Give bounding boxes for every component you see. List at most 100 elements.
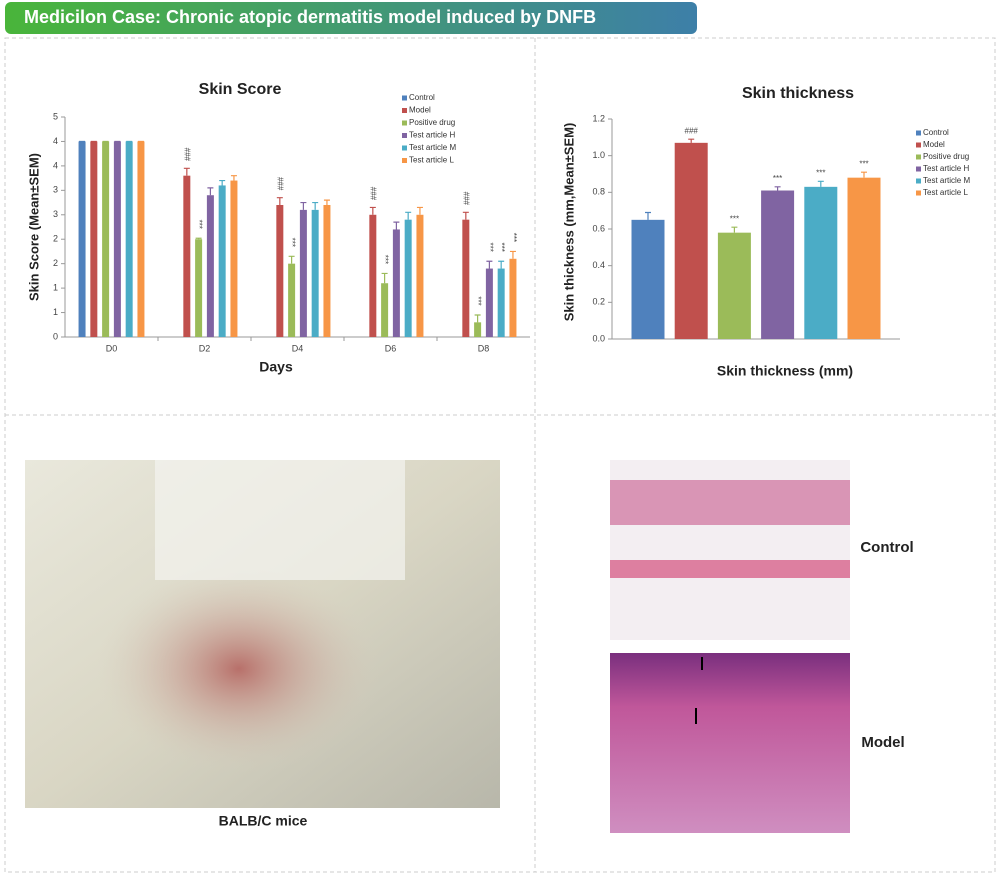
error-bar xyxy=(817,180,824,187)
y-tick-label: 5 xyxy=(53,111,58,121)
bar xyxy=(474,322,482,337)
error-bar xyxy=(416,206,423,215)
significance: *** xyxy=(773,174,782,183)
x-tick-label: D4 xyxy=(292,343,304,353)
legend-swatch xyxy=(916,178,921,184)
error-bar xyxy=(393,221,400,230)
legend-label: Control xyxy=(923,128,949,137)
significance: ### xyxy=(685,126,699,135)
bar xyxy=(78,141,86,337)
y-tick-label: 1.2 xyxy=(592,113,605,123)
y-tick-label: 3 xyxy=(53,185,58,195)
chart-title: Skin thickness xyxy=(742,85,854,102)
x-axis-label: Skin thickness (mm) xyxy=(717,363,853,379)
error-bar xyxy=(774,186,781,191)
significance: *** xyxy=(474,296,483,305)
bar xyxy=(761,190,795,339)
bar xyxy=(288,263,296,337)
error-bar xyxy=(731,226,738,233)
legend-swatch xyxy=(402,95,407,101)
error-bar xyxy=(207,187,214,196)
bar xyxy=(381,283,389,337)
control-label: Control xyxy=(860,539,913,556)
legend-label: Control xyxy=(409,93,435,102)
significance: *** xyxy=(195,220,204,229)
arrows xyxy=(695,657,703,724)
photo-caption: BALB/C mice xyxy=(219,813,308,829)
bar xyxy=(137,141,145,337)
y-tick-label: 0.2 xyxy=(592,297,605,307)
x-tick-label: D6 xyxy=(385,343,397,353)
bar xyxy=(323,205,331,337)
bar xyxy=(509,258,517,337)
y-tick-label: 3 xyxy=(53,209,58,219)
chart-title: Skin Score xyxy=(199,81,282,98)
bar xyxy=(183,175,191,337)
bar xyxy=(206,195,214,337)
error-bar xyxy=(183,167,190,176)
legend-swatch xyxy=(916,154,921,160)
bar xyxy=(102,141,110,337)
bar xyxy=(462,219,470,337)
x-tick-label: D2 xyxy=(199,343,211,353)
bar xyxy=(90,141,98,337)
error-bar xyxy=(219,179,226,186)
histology-dermis xyxy=(610,480,850,525)
histology-muscle xyxy=(610,560,850,578)
error-bar xyxy=(474,314,481,323)
legend-swatch xyxy=(402,145,407,151)
error-bar xyxy=(405,211,412,220)
significance: ### xyxy=(369,187,378,201)
y-tick-label: 0.8 xyxy=(592,187,605,197)
y-tick-label: 2 xyxy=(53,234,58,244)
significance: *** xyxy=(859,159,868,168)
bar xyxy=(311,209,319,337)
model-label: Model xyxy=(861,734,904,751)
significance: ### xyxy=(276,177,285,191)
error-bar xyxy=(323,199,330,205)
label-card xyxy=(155,460,405,580)
legend-swatch xyxy=(916,166,921,172)
legend-swatch xyxy=(916,130,921,136)
bar xyxy=(485,268,493,337)
error-bar xyxy=(230,175,237,181)
y-tick-label: 0.0 xyxy=(592,333,605,343)
error-bar xyxy=(462,211,469,220)
significance: *** xyxy=(816,168,825,177)
bar xyxy=(392,229,400,337)
legend-swatch xyxy=(402,133,407,138)
legend-label: Test article M xyxy=(409,143,456,152)
y-tick-label: 4 xyxy=(53,160,58,170)
bar xyxy=(276,205,284,337)
bar xyxy=(631,219,665,339)
bar xyxy=(674,142,708,339)
histology-model xyxy=(610,653,850,833)
y-tick-label: 0.6 xyxy=(592,223,605,233)
legend-label: Positive drug xyxy=(923,152,969,161)
legend-swatch xyxy=(916,190,921,196)
significance: *** xyxy=(381,255,390,264)
bar xyxy=(299,209,307,337)
significance: *** xyxy=(288,238,297,247)
x-tick-label: D8 xyxy=(478,343,490,353)
x-tick-label: D0 xyxy=(106,343,118,353)
bar xyxy=(195,239,203,337)
legend-label: Test article H xyxy=(923,164,969,173)
legend-label: Test article L xyxy=(923,188,968,197)
y-tick-label: 4 xyxy=(53,136,58,146)
significance: *** xyxy=(497,243,506,252)
error-bar xyxy=(498,260,505,269)
error-bar xyxy=(195,237,202,240)
bar xyxy=(847,177,881,339)
legend-label: Model xyxy=(409,106,431,115)
bar xyxy=(369,214,377,337)
bar xyxy=(230,180,238,337)
legend-label: Test article H xyxy=(409,131,455,140)
bar xyxy=(416,214,424,337)
bar xyxy=(125,141,133,337)
legend-label: Test article M xyxy=(923,176,970,185)
y-tick-label: 2 xyxy=(53,258,58,268)
bar xyxy=(717,232,751,339)
y-axis-label: Skin Score (Mean±SEM) xyxy=(26,153,41,301)
